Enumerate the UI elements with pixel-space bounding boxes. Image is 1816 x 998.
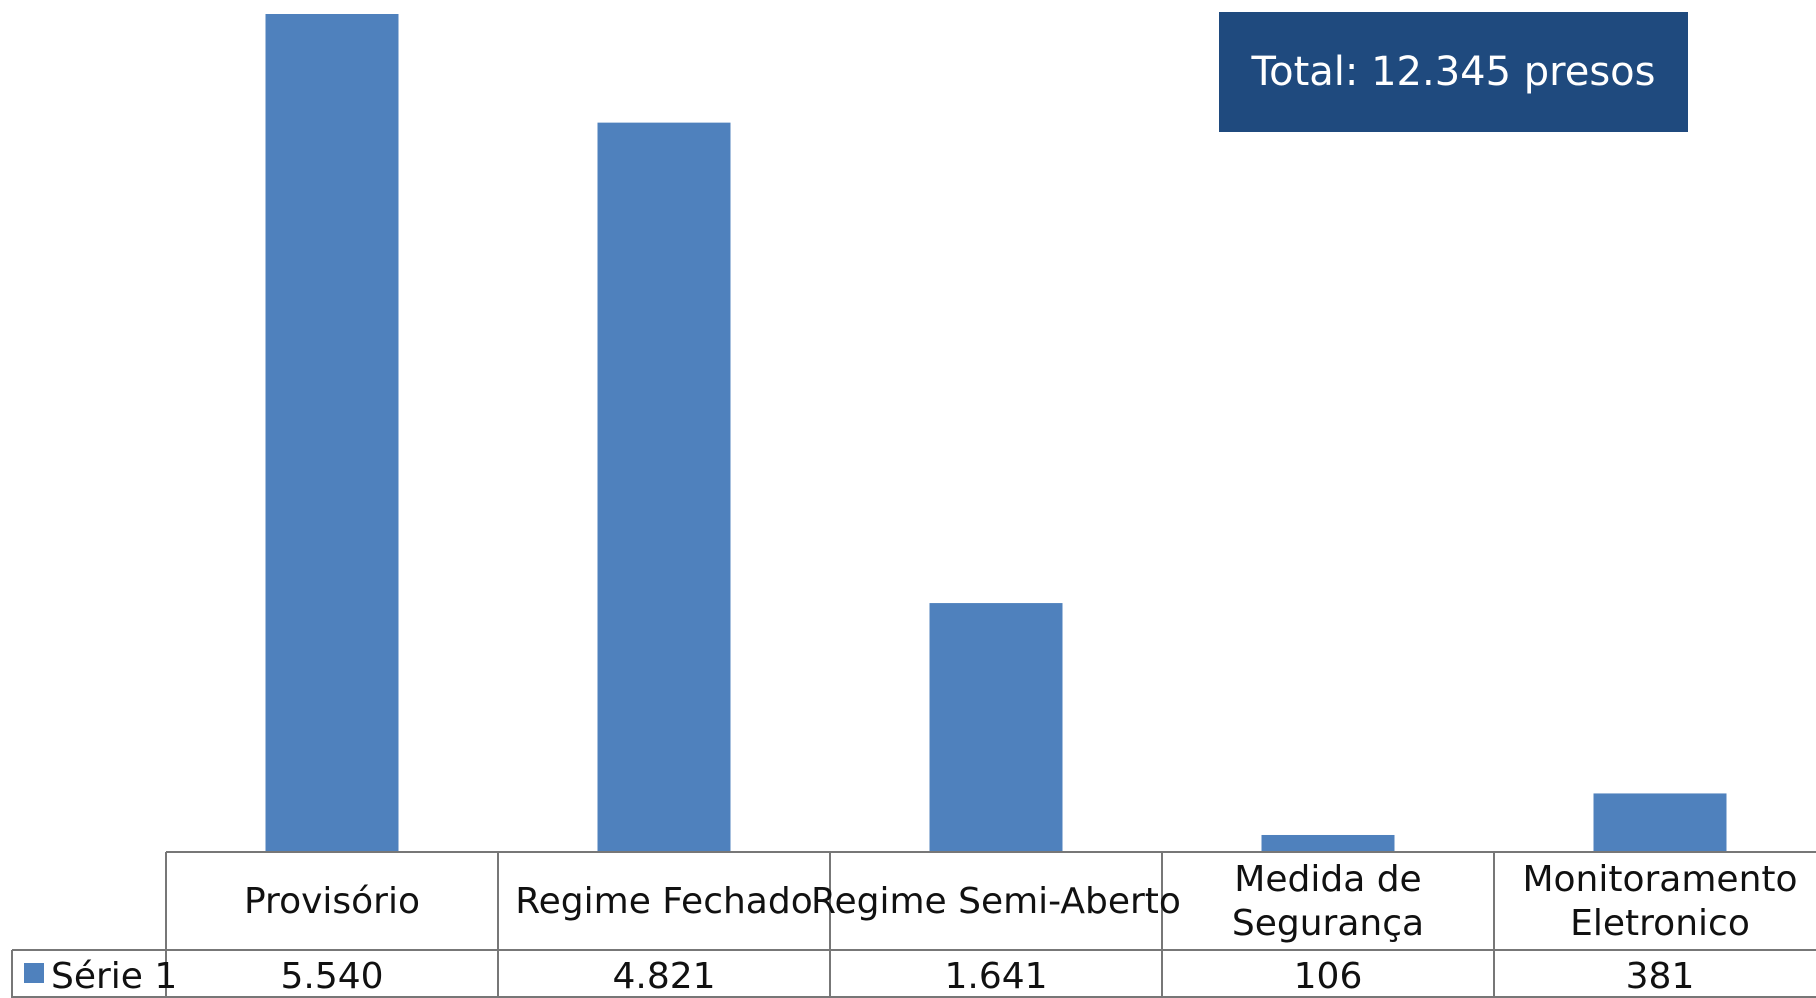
category-label: Regime Semi-Aberto [811,881,1181,922]
bar-2 [597,122,731,851]
bar-1 [265,14,399,851]
value-label: 1.641 [944,956,1047,997]
bar-4 [1261,834,1395,851]
value-label: 5.540 [280,956,383,997]
value-label: 381 [1626,956,1695,997]
value-label: 4.821 [612,956,715,997]
category-label: Provisório [244,881,420,922]
bar-3 [929,603,1063,851]
total-annotation-text: Total: 12.345 presos [1251,49,1656,95]
legend-swatch [24,963,44,983]
bar-5 [1593,793,1727,851]
legend-series-label: Série 1 [51,956,177,997]
total-annotation-box: Total: 12.345 presos [1219,12,1688,132]
value-label: 106 [1294,956,1363,997]
category-label: Medida de Segurança [1232,859,1424,944]
category-label: Monitoramento Eletronico [1522,859,1797,944]
category-label: Regime Fechado [515,881,813,922]
